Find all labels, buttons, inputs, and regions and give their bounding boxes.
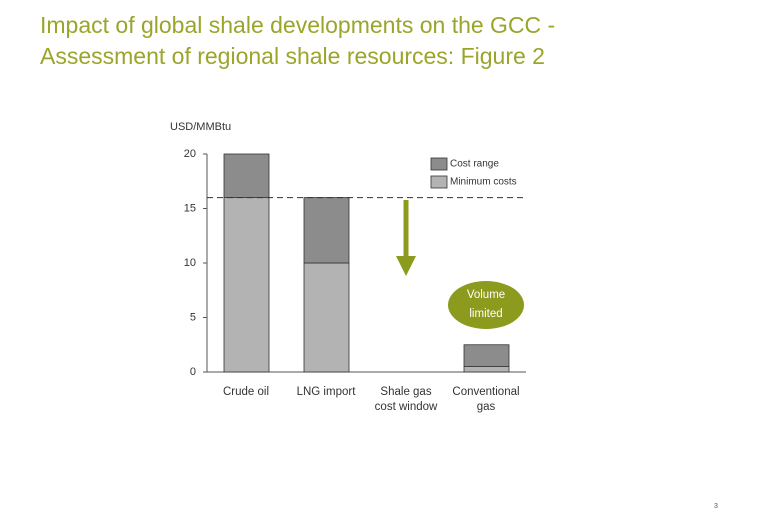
bar-segment (223, 197, 270, 373)
bar-segment (463, 366, 510, 373)
y-tick-label: 10 (184, 257, 196, 269)
x-tick-label: Conventional gas (452, 386, 520, 413)
legend-swatch (430, 157, 448, 171)
x-tick-label: Crude oil (222, 386, 270, 398)
bar-segment (463, 344, 510, 367)
bar-segment (303, 197, 350, 264)
arrow-head (396, 256, 416, 276)
y-tick-label: 0 (190, 366, 196, 378)
annotation-bubble (448, 281, 524, 329)
page-number: 3 (714, 503, 718, 510)
x-tick-label: Shale gas cost window (374, 386, 438, 413)
y-tick-label: 15 (184, 202, 196, 214)
bar-segment (303, 262, 350, 373)
legend-label: Minimum costs (450, 177, 517, 188)
y-tick-label: 5 (190, 311, 196, 323)
legend-swatch (430, 175, 448, 189)
x-tick-label: LNG import (296, 386, 356, 398)
annotation: Volume limited (466, 289, 506, 320)
legend-label: Cost range (450, 159, 499, 170)
y-axis-label: USD/MMBtu (170, 121, 231, 133)
title: Impact of global shale developments on t… (40, 12, 556, 69)
bar-segment (223, 153, 270, 198)
y-tick-label: 20 (184, 148, 196, 160)
